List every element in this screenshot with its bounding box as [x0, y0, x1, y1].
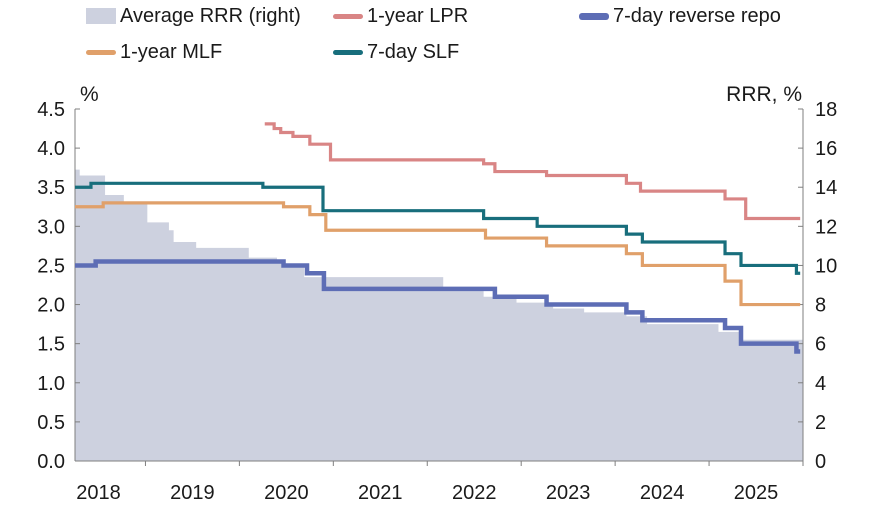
x-tick-label-2021: 2021 [358, 482, 403, 504]
x-tick-label-2022: 2022 [452, 482, 497, 504]
legend-label-mlf: 1-year MLF [120, 41, 223, 63]
legend-label-reverse-repo: 7-day reverse repo [613, 5, 781, 27]
legend-label-slf: 7-day SLF [367, 41, 460, 63]
legend-item-reverse-repo: 7-day reverse repo [579, 4, 781, 28]
legend-swatch-reverse-repo [579, 12, 609, 20]
left-tick-label-1: 0.5 [37, 412, 65, 434]
left-tick-label-4: 2.0 [37, 295, 65, 317]
legend-item-slf: 7-day SLF [333, 40, 459, 64]
right-tick-label-1: 2 [815, 412, 826, 434]
x-tick-label-2023: 2023 [546, 482, 591, 504]
right-tick-label-2: 4 [815, 373, 826, 395]
x-tick-label-2024: 2024 [640, 482, 685, 504]
left-tick-label-2: 1.0 [37, 373, 65, 395]
right-tick-label-8: 16 [815, 138, 837, 160]
legend-label-average-rrr: Average RRR (right) [120, 5, 301, 27]
axes-layer [74, 108, 804, 466]
right-tick-label-7: 14 [815, 177, 837, 199]
x-tick-label-2018: 2018 [76, 482, 121, 504]
axis-labels-layer: 0.0 0.5 1.0 1.5 2.0 2.5 3.0 3.5 4.0 4.5 0 2 4 6 8 10 12 1… [37, 83, 837, 504]
x-tick-label-2020: 2020 [264, 482, 309, 504]
right-tick-label-5: 10 [815, 255, 837, 277]
legend-item-lpr: 1-year LPR [333, 4, 468, 28]
left-tick-label-9: 4.5 [37, 99, 65, 121]
x-tick-label-2019: 2019 [170, 482, 215, 504]
left-tick-label-6: 3.0 [37, 216, 65, 238]
left-axis-unit-label: % [80, 83, 99, 106]
legend-swatch-mlf [86, 49, 116, 55]
series-0-area [75, 169, 803, 461]
right-tick-label-3: 6 [815, 334, 826, 356]
legend-swatch-slf [333, 49, 363, 55]
left-tick-label-3: 1.5 [37, 334, 65, 356]
rate-lines-layer [75, 122, 801, 354]
legend-item-mlf: 1-year MLF [86, 40, 222, 64]
x-tick-label-2025: 2025 [734, 482, 779, 504]
legend-item-average-rrr: Average RRR (right) [86, 4, 301, 28]
right-tick-label-4: 8 [815, 295, 826, 317]
legend-swatch-average-rrr [86, 8, 116, 24]
series-4-line [75, 181, 801, 275]
right-tick-label-9: 18 [815, 99, 837, 121]
series-2-line [75, 259, 801, 354]
legend-label-lpr: 1-year LPR [367, 5, 469, 27]
left-tick-label-5: 2.5 [37, 255, 65, 277]
left-tick-label-8: 4.0 [37, 138, 65, 160]
right-tick-label-0: 0 [815, 451, 826, 473]
left-tick-label-0: 0.0 [37, 451, 65, 473]
left-tick-label-7: 3.5 [37, 177, 65, 199]
series-3-line [75, 201, 801, 307]
series-1-line [264, 122, 801, 221]
legend-swatch-lpr [333, 13, 363, 19]
rrr-area-layer [75, 169, 803, 461]
right-axis-unit-label: RRR, % [726, 83, 802, 106]
right-tick-label-6: 12 [815, 216, 837, 238]
